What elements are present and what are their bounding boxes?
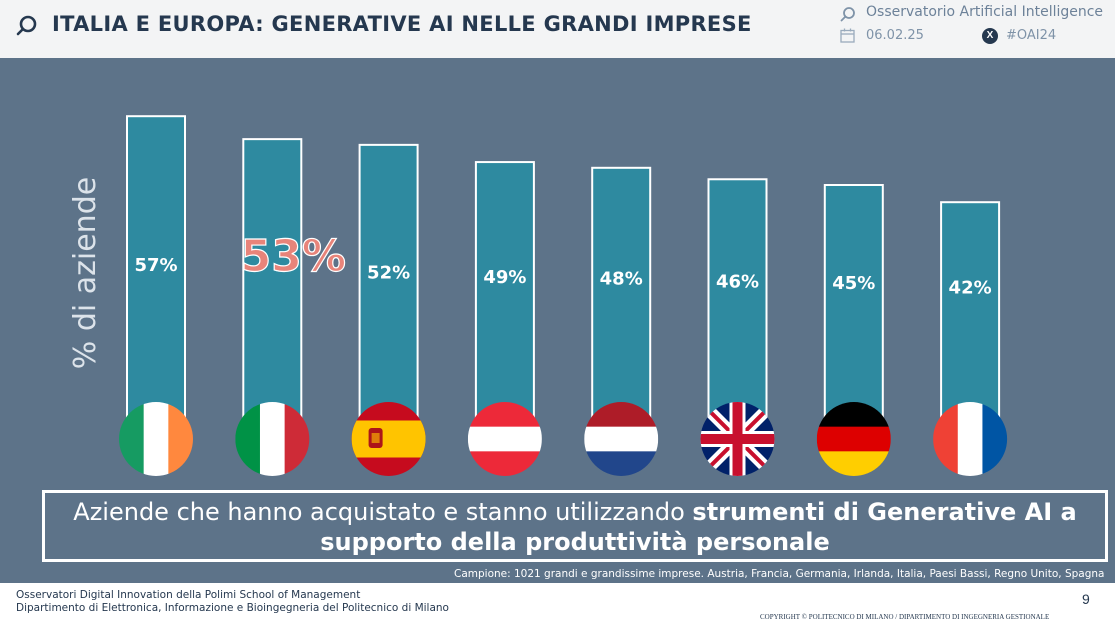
value-label-netherlands: 48% bbox=[600, 269, 643, 290]
magnifier-icon bbox=[840, 7, 855, 22]
flag-spain-icon bbox=[351, 402, 426, 476]
header: ITALIA E EUROPA: GENERATIVE AI NELLE GRA… bbox=[0, 0, 1115, 58]
flag-italy-icon bbox=[235, 402, 310, 476]
flag-france-icon bbox=[933, 402, 1008, 476]
page-number: 9 bbox=[1082, 591, 1090, 607]
value-label-austria: 49% bbox=[483, 267, 526, 288]
value-label-germany: 45% bbox=[832, 273, 875, 294]
magnifier-logo-icon bbox=[16, 15, 37, 36]
caption-bold-text: strumenti di Generative AI a supporto de… bbox=[320, 498, 1077, 556]
bar-austria bbox=[474, 161, 535, 444]
flag-germany-icon bbox=[816, 402, 891, 476]
chart-area: % di aziende 57% 53% 52% 49% 48% 46% 45% 42% Az… bbox=[0, 58, 1115, 583]
calendar-icon bbox=[840, 28, 855, 43]
value-label-spain: 52% bbox=[367, 263, 410, 284]
copyright: COPYRIGHT © POLITECNICO DI MILANO / DIPA… bbox=[760, 613, 1050, 621]
caption-text: Aziende che hanno acquistato e stanno ut… bbox=[73, 498, 693, 526]
bar-italy bbox=[242, 138, 303, 444]
event-date: 06.02.25 bbox=[866, 28, 924, 43]
footer: Osservatori Digital Innovation della Pol… bbox=[0, 583, 1115, 623]
bar-ireland bbox=[126, 115, 186, 444]
flag-ireland-icon bbox=[119, 402, 193, 476]
sample-note: Campione: 1021 grandi e grandissime impr… bbox=[454, 568, 1105, 580]
bar-united-kingdom bbox=[707, 178, 768, 445]
caption-box: Aziende che hanno acquistato e stanno ut… bbox=[42, 490, 1108, 562]
footer-line-1: Osservatori Digital Innovation della Pol… bbox=[16, 589, 361, 601]
value-label-united-kingdom: 46% bbox=[716, 272, 759, 293]
bar-germany bbox=[823, 184, 884, 444]
hashtag: #OAI24 bbox=[1006, 28, 1057, 43]
x-twitter-icon: X bbox=[982, 28, 998, 44]
page-title: ITALIA E EUROPA: GENERATIVE AI NELLE GRA… bbox=[52, 12, 752, 36]
bar-netherlands bbox=[591, 166, 652, 445]
bar-chart: % di aziende 57% 53% 52% 49% 48% 46% 45% 42% bbox=[68, 115, 1008, 476]
footer-line-2: Dipartimento di Elettronica, Informazion… bbox=[16, 602, 449, 614]
y-axis-label: % di aziende bbox=[68, 177, 103, 369]
value-label-ireland: 57% bbox=[134, 255, 177, 276]
bar-spain bbox=[358, 143, 419, 444]
flag-united-kingdom-icon bbox=[700, 402, 775, 476]
flag-netherlands-icon bbox=[584, 402, 659, 476]
value-label-france: 42% bbox=[949, 278, 992, 299]
observatory-name: Osservatorio Artificial Intelligence bbox=[866, 4, 1104, 20]
flag-austria-icon bbox=[467, 402, 542, 476]
value-label-italy: 53% bbox=[241, 231, 346, 282]
